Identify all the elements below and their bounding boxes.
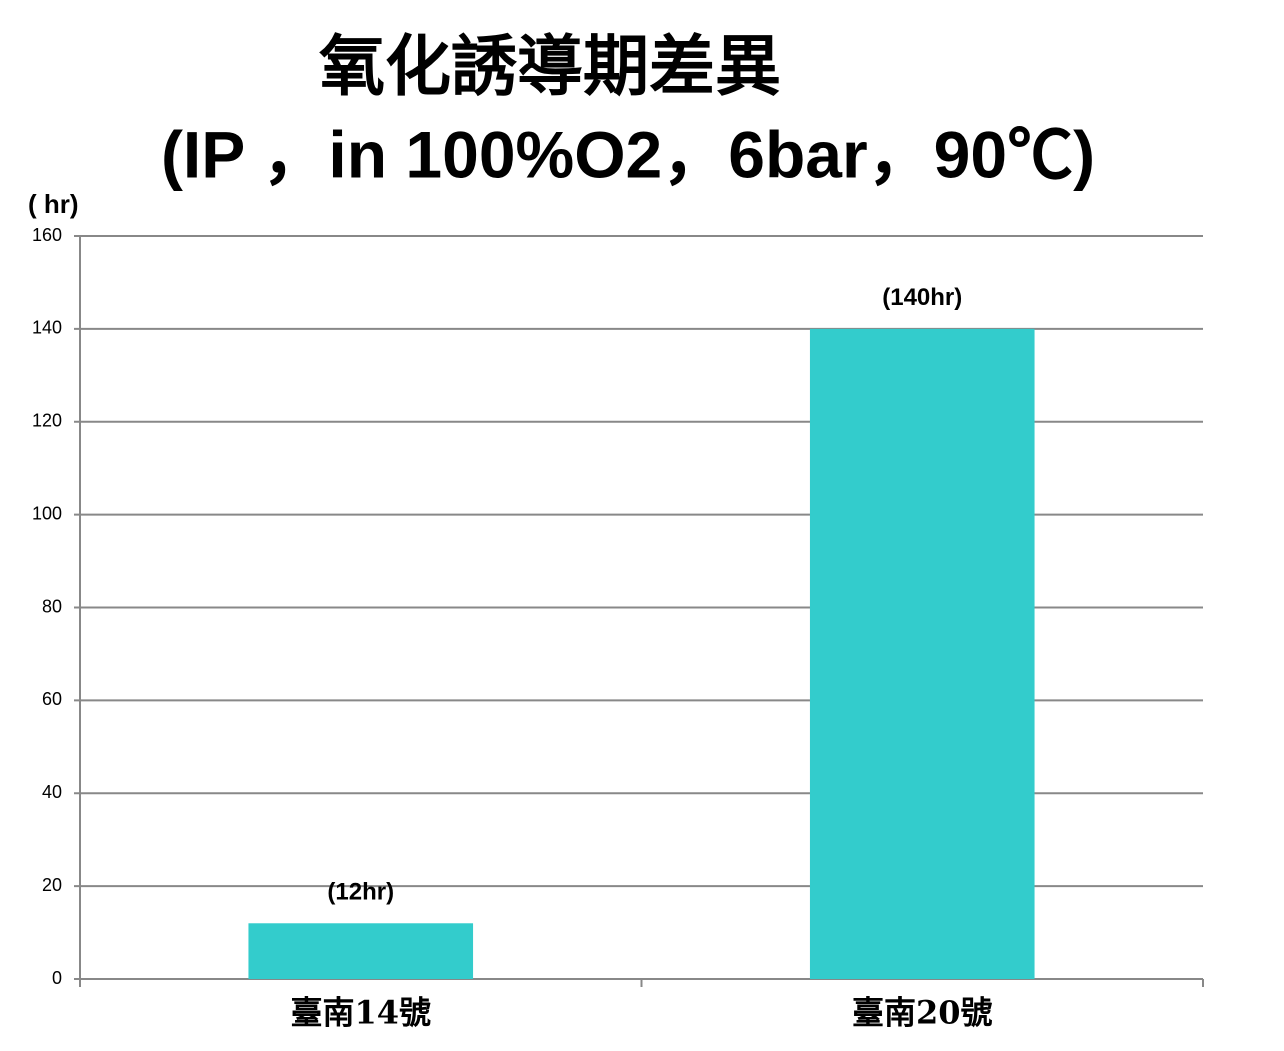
- bar: [248, 923, 474, 979]
- y-tick-label: 60: [42, 689, 62, 709]
- y-tick-label: 0: [52, 968, 62, 988]
- y-tick-label: 120: [32, 411, 62, 431]
- value-label: (140hr): [882, 284, 962, 311]
- y-tick-label: 40: [42, 782, 62, 802]
- y-tick-label: 140: [32, 318, 62, 338]
- chart-subtitle: (IP ，in 100%O2，6bar，90℃): [161, 117, 1095, 191]
- x-tick-label: 臺南14號: [290, 994, 431, 1032]
- y-tick-label: 100: [32, 503, 62, 523]
- bar: [809, 328, 1035, 979]
- y-tick-label: 20: [42, 875, 62, 895]
- y-tick-label: 160: [32, 225, 62, 245]
- value-label: (12hr): [327, 879, 394, 906]
- chart-title: 氧化誘導期差異: [319, 27, 781, 105]
- y-tick-label: 80: [42, 596, 62, 616]
- y-axis-label: ( hr): [28, 189, 79, 219]
- x-tick-label: 臺南20號: [852, 994, 993, 1032]
